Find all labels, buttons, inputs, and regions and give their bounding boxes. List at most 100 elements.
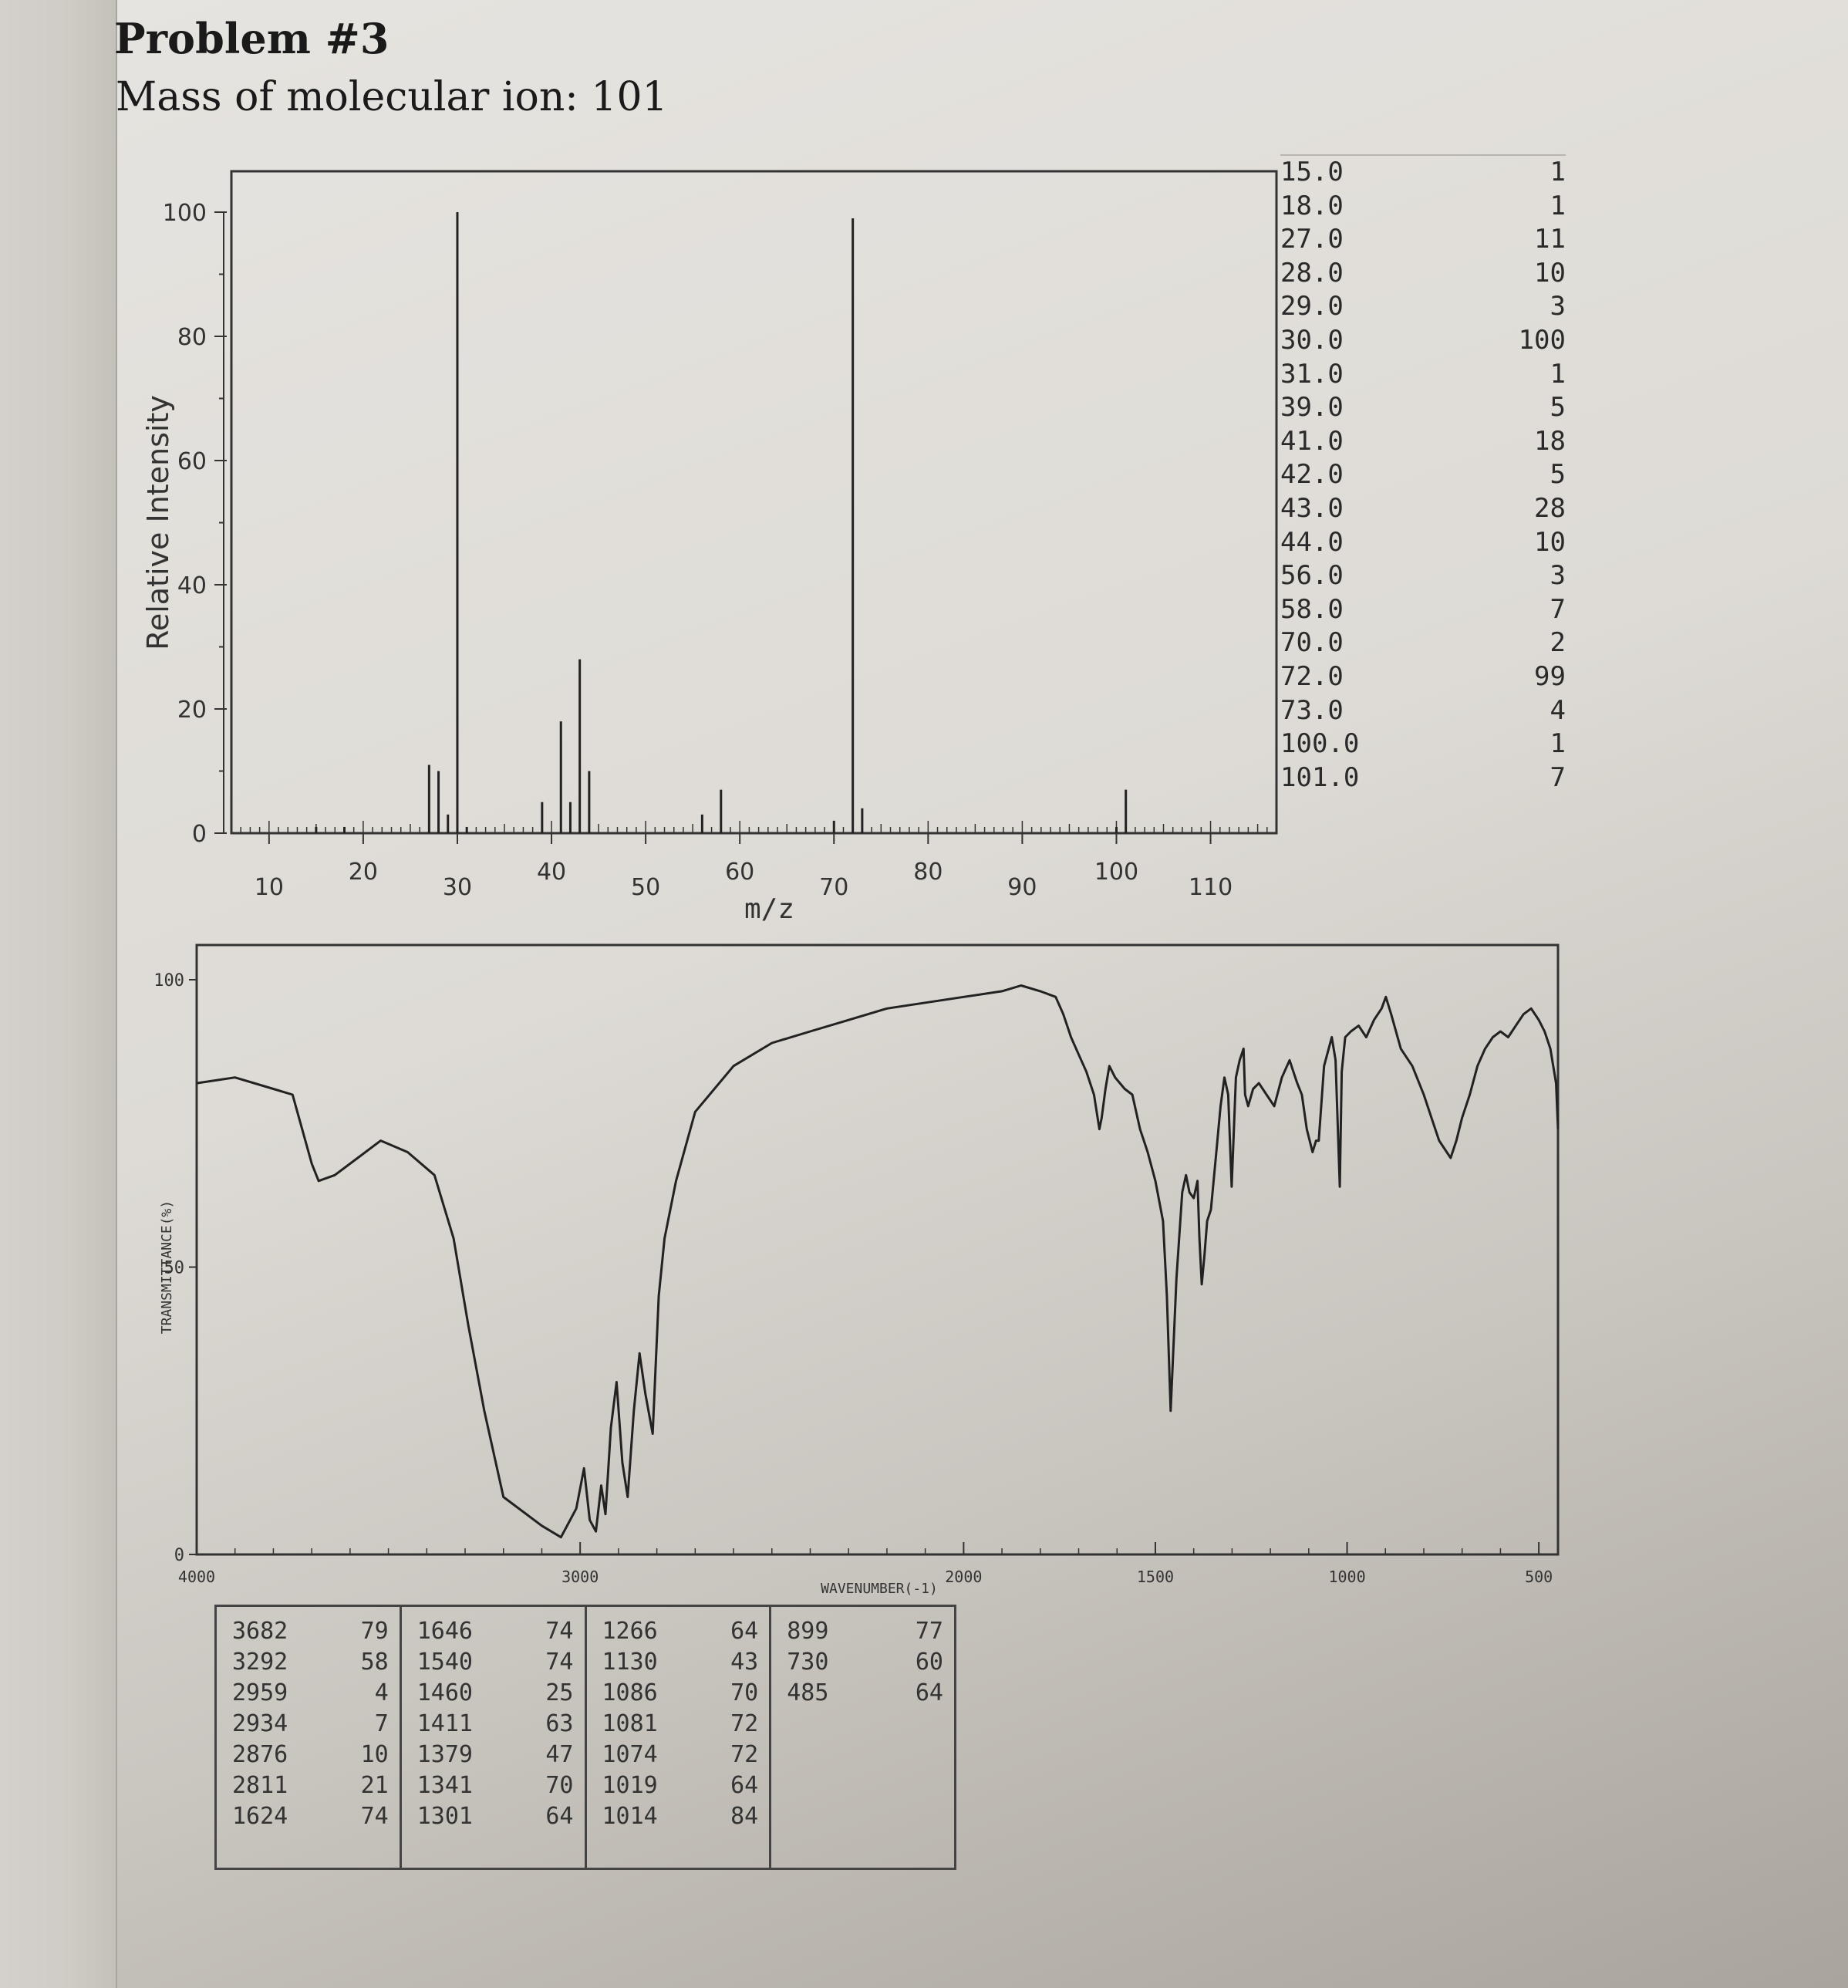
- ir-peak-transmittance: 72: [730, 1710, 759, 1737]
- mass-peak-row: 101.0 7: [1280, 761, 1566, 795]
- ir-peak-transmittance: 64: [545, 1803, 574, 1830]
- mass-peak-intensity: 1: [1550, 190, 1566, 221]
- ir-peak-row: 1646 74: [417, 1616, 574, 1647]
- ms-x-tick-label: 80: [913, 859, 943, 886]
- ir-peak-wavenumber: 3292: [232, 1649, 288, 1676]
- ir-peak-row: 1086 70: [602, 1678, 759, 1709]
- ms-y-tick-label: 0: [192, 821, 207, 848]
- ir-peak-row: 3292 58: [232, 1647, 389, 1678]
- mass-peak-mz: 28.0: [1280, 257, 1344, 289]
- mass-peak-row: 58.0 7: [1280, 593, 1566, 627]
- page-subtitle: Mass of molecular ion: 101: [116, 74, 668, 120]
- mass-peak-intensity: 100: [1518, 324, 1566, 356]
- ir-peak-row: 1341 70: [417, 1770, 574, 1801]
- ms-y-tick-label: 80: [177, 324, 207, 351]
- ms-y-tick-label: 40: [177, 572, 207, 599]
- ir-peak-transmittance: 60: [915, 1649, 943, 1676]
- ir-peak-transmittance: 64: [915, 1679, 943, 1706]
- mass-peak-mz: 44.0: [1280, 526, 1344, 558]
- mass-peak-mz: 56.0: [1280, 560, 1344, 592]
- ir-peak-row: 2876 10: [232, 1740, 389, 1770]
- ir-peak-wavenumber: 1411: [416, 1710, 473, 1737]
- ms-x-tick-label: 100: [1094, 859, 1138, 886]
- ir-peak-transmittance: 63: [545, 1710, 574, 1737]
- ir-peak-wavenumber: 1081: [602, 1710, 658, 1737]
- ir-peak-row: 1460 25: [417, 1678, 574, 1709]
- ir-peak-wavenumber: 485: [787, 1679, 829, 1706]
- page-binding-edge: [0, 0, 117, 1988]
- ir-peak-wavenumber: 899: [787, 1618, 829, 1645]
- ir-peak-wavenumber: 1341: [416, 1772, 473, 1799]
- ir-peak-transmittance: 77: [915, 1618, 943, 1645]
- ir-peak-row: 1266 64: [602, 1616, 759, 1647]
- ir-peak-wavenumber: 1086: [602, 1679, 658, 1706]
- mass-peak-mz: 101.0: [1280, 761, 1360, 793]
- mass-peak-intensity: 28: [1534, 492, 1566, 524]
- mass-peak-mz: 100.0: [1280, 728, 1360, 760]
- ir-peak-transmittance: 70: [545, 1772, 574, 1799]
- mass-peak-intensity: 11: [1534, 224, 1566, 255]
- ms-x-tick-label: 110: [1189, 874, 1233, 901]
- mass-peak-mz: 42.0: [1280, 459, 1344, 491]
- ir-peak-wavenumber: 1460: [416, 1679, 473, 1706]
- ms-x-tick-label: 30: [443, 874, 472, 901]
- ir-peak-transmittance: 74: [545, 1649, 574, 1676]
- ir-peak-transmittance: 58: [360, 1649, 389, 1676]
- mass-peak-intensity: 1: [1550, 728, 1566, 760]
- ms-x-tick-label: 10: [255, 874, 284, 901]
- mass-peak-mz: 39.0: [1280, 392, 1344, 424]
- ir-peak-transmittance: 64: [730, 1772, 759, 1799]
- ir-peak-transmittance: 79: [360, 1618, 389, 1645]
- mass-peak-mz: 43.0: [1280, 492, 1344, 524]
- mass-peak-intensity: 5: [1550, 392, 1566, 424]
- ir-peak-row: 2934 7: [232, 1709, 389, 1740]
- mass-peak-intensity: 3: [1550, 291, 1566, 322]
- ir-peak-transmittance: 84: [730, 1803, 759, 1830]
- ir-peak-transmittance: 70: [730, 1679, 759, 1706]
- ir-peak-row: 1130 43: [602, 1647, 759, 1678]
- ir-peak-row: 730 60: [787, 1647, 943, 1678]
- mass-peak-mz: 15.0: [1280, 157, 1344, 187]
- ir-peak-row: 1019 64: [602, 1770, 759, 1801]
- ms-x-tick-label: 20: [349, 859, 378, 886]
- ms-x-axis-label: m/z: [744, 893, 794, 925]
- mass-peak-intensity: 7: [1550, 761, 1566, 793]
- mass-peak-row: 41.0 18: [1280, 425, 1566, 459]
- mass-peak-row: 73.0 4: [1280, 694, 1566, 728]
- ir-peak-wavenumber: 3682: [232, 1618, 288, 1645]
- mass-peak-row: 100.0 1: [1280, 727, 1566, 761]
- ir-peak-row: 1540 74: [417, 1647, 574, 1678]
- mass-peak-mz: 27.0: [1280, 224, 1344, 255]
- ir-peak-transmittance: 10: [360, 1741, 389, 1768]
- page-title: Problem #3: [114, 14, 389, 63]
- ir-peak-wavenumber: 1019: [602, 1772, 658, 1799]
- mass-peak-row: 18.0 1: [1280, 190, 1566, 224]
- mass-peak-intensity: 18: [1534, 425, 1566, 457]
- mass-peak-intensity: 3: [1550, 560, 1566, 592]
- ms-y-tick-label: 20: [177, 697, 207, 724]
- mass-peak-mz: 70.0: [1280, 627, 1344, 659]
- ms-plot-frame: [230, 170, 1278, 835]
- ms-x-tick-label: 70: [819, 874, 848, 901]
- ir-peak-row: 1379 47: [417, 1740, 574, 1770]
- ir-peak-transmittance: 4: [374, 1679, 389, 1706]
- ir-peak-row: 2959 4: [232, 1678, 389, 1709]
- ir-peak-column: 1266 64 1130 43 1086 70 1081 72 1074 72 1019 64 1014…: [587, 1607, 772, 1868]
- mass-peak-intensity: 4: [1550, 694, 1566, 726]
- mass-peak-row: 15.0 1: [1280, 156, 1566, 190]
- ir-peak-transmittance: 74: [360, 1803, 389, 1830]
- mass-peak-mz: 72.0: [1280, 660, 1344, 692]
- ir-peak-wavenumber: 1266: [602, 1618, 658, 1645]
- ir-peak-wavenumber: 2876: [232, 1741, 288, 1768]
- mass-peak-intensity: 99: [1534, 660, 1566, 692]
- ir-peak-wavenumber: 1540: [416, 1649, 473, 1676]
- mass-peak-intensity: 7: [1550, 593, 1566, 625]
- mass-spectrum-chart: 0 20 40 60 80 100 Relative Intensity 10 20 30 40 50…: [141, 170, 1278, 925]
- ir-peak-wavenumber: 1646: [416, 1618, 473, 1645]
- ms-y-tick-label: 100: [163, 200, 207, 227]
- ir-peak-wavenumber: 730: [787, 1649, 829, 1676]
- ir-peak-row: 1074 72: [602, 1740, 759, 1770]
- mass-peak-row: 44.0 10: [1280, 526, 1566, 560]
- mass-peak-row: 39.0 5: [1280, 391, 1566, 425]
- mass-peak-mz: 41.0: [1280, 425, 1344, 457]
